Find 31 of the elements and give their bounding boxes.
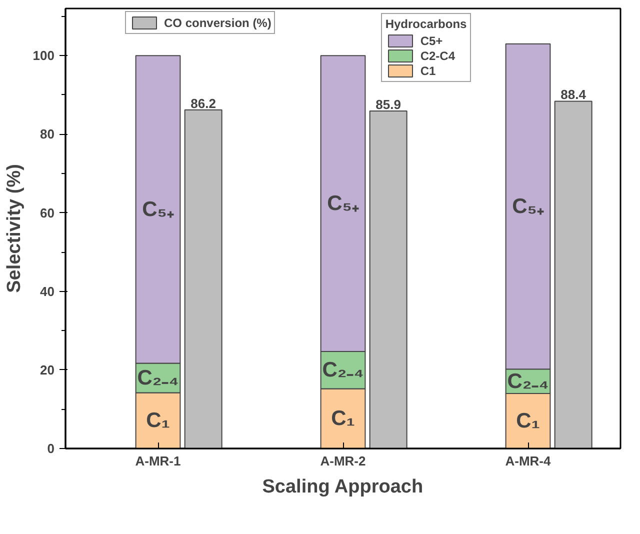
legend-label: C2-C4 bbox=[420, 48, 456, 63]
data-label: 88.4 bbox=[560, 87, 587, 102]
y-tick-label: 60 bbox=[40, 205, 55, 220]
x-tick-label: A-MR-4 bbox=[505, 454, 552, 468]
y-tick-label: 20 bbox=[40, 362, 55, 378]
x-axis-title: Scaling Approach bbox=[262, 476, 424, 498]
y-tick-label: 100 bbox=[32, 48, 55, 64]
annotation: C₅₊ bbox=[142, 198, 174, 221]
x-tick-label: A-MR-2 bbox=[320, 454, 366, 468]
legend-label: CO conversion (%) bbox=[164, 15, 272, 30]
legend-label: C5+ bbox=[420, 33, 443, 48]
annotation: C₂₋₄ bbox=[507, 370, 549, 393]
y-tick-label: 40 bbox=[40, 284, 55, 299]
annotation: C₅₊ bbox=[327, 192, 359, 216]
bar bbox=[369, 110, 408, 448]
bar bbox=[554, 100, 592, 448]
annotation: C₅₊ bbox=[512, 195, 544, 218]
annotation: C₁ bbox=[516, 410, 540, 432]
data-label: 85.9 bbox=[376, 97, 401, 112]
y-tick-label: 0 bbox=[47, 441, 55, 456]
annotation: C₂₋₄ bbox=[322, 358, 364, 382]
y-tick-label: 80 bbox=[40, 126, 55, 142]
x-tick-label: A-MR-1 bbox=[135, 454, 181, 468]
y-axis-title: Selectivity (%) bbox=[4, 164, 25, 293]
bar bbox=[184, 109, 222, 448]
legend-title: Hydrocarbons bbox=[385, 17, 467, 31]
annotation: C₂₋₄ bbox=[137, 366, 179, 390]
data-label: 86.2 bbox=[190, 96, 216, 111]
annotation: C₁ bbox=[146, 409, 170, 432]
annotation: C₁ bbox=[331, 407, 355, 430]
legend-label: C1 bbox=[420, 63, 437, 78]
